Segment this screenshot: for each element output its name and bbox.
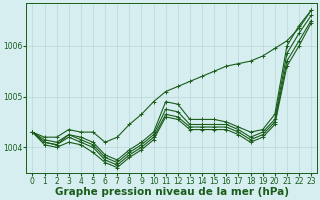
X-axis label: Graphe pression niveau de la mer (hPa): Graphe pression niveau de la mer (hPa)	[55, 187, 289, 197]
